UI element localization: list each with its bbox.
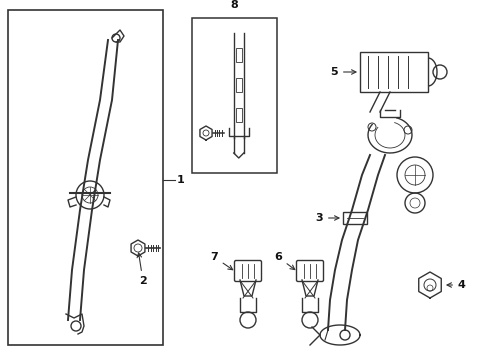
Text: 3: 3: [315, 213, 338, 223]
Bar: [8, 10, 163, 345]
Text: 8: 8: [230, 0, 238, 10]
Bar: [359, 52, 427, 92]
Text: 7: 7: [210, 252, 232, 270]
Bar: [192, 18, 276, 173]
Text: 4: 4: [446, 280, 465, 290]
Bar: [235, 108, 241, 122]
Bar: [342, 212, 366, 224]
Text: 2: 2: [137, 253, 146, 286]
Bar: [235, 48, 241, 62]
Text: 1: 1: [177, 175, 184, 185]
Text: 5: 5: [330, 67, 355, 77]
Bar: [235, 78, 241, 92]
Text: 6: 6: [274, 252, 294, 270]
